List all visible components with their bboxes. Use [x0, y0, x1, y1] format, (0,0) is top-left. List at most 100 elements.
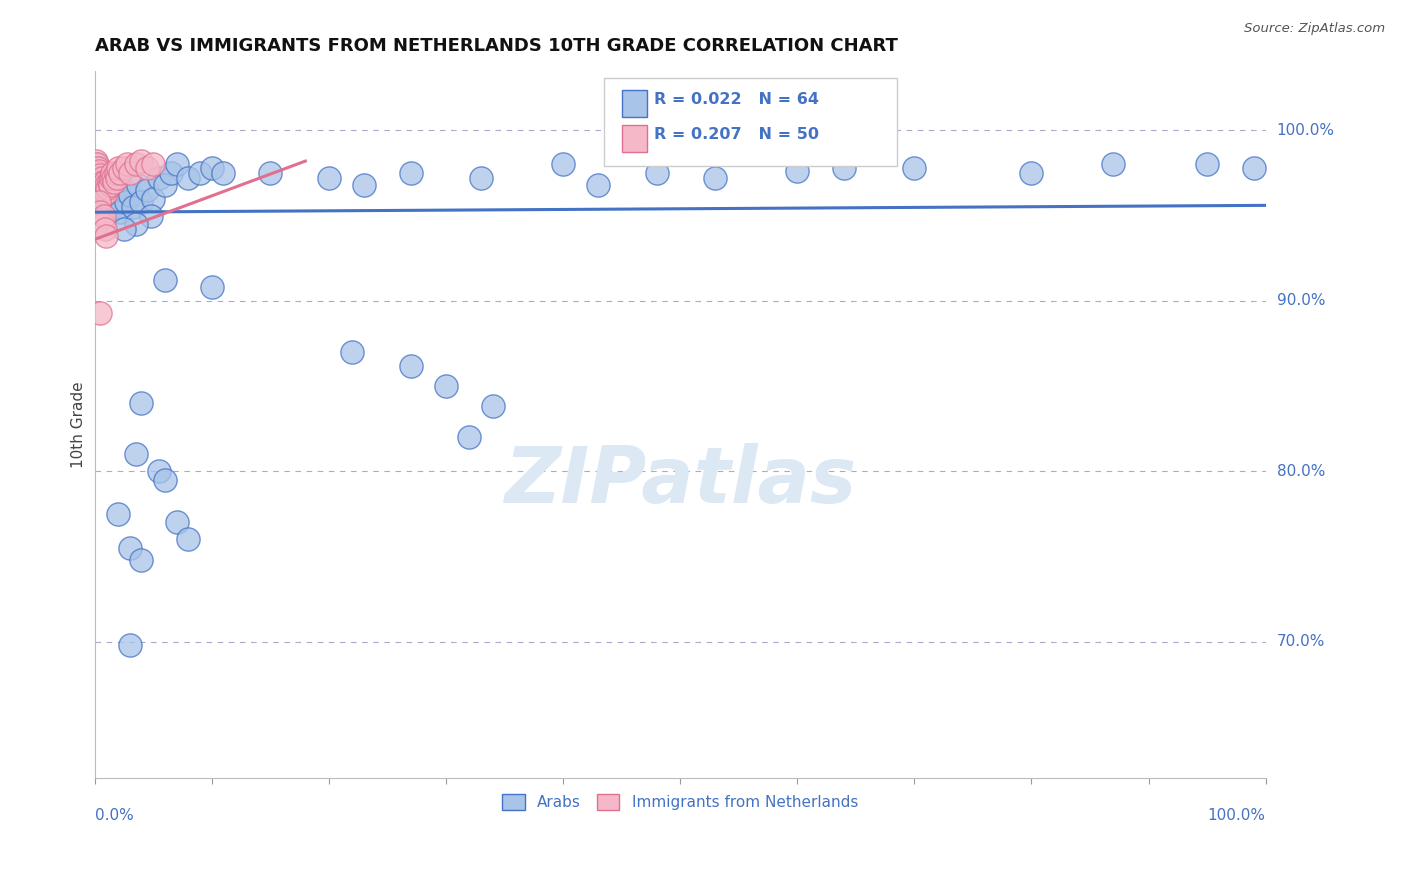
Point: [98, 200, 121, 214]
Point: [87, 174, 110, 188]
Point: [103, 188, 125, 202]
Point: [645, 166, 668, 180]
Text: ZIPatlas: ZIPatlas: [503, 443, 856, 519]
Point: [153, 273, 176, 287]
Point: [131, 154, 153, 169]
Point: [105, 200, 128, 214]
Point: [259, 166, 281, 180]
Bar: [621, 90, 647, 117]
Point: [93, 194, 115, 209]
Point: [139, 209, 162, 223]
Point: [1197, 157, 1219, 171]
Point: [103, 174, 125, 188]
Point: [86, 166, 108, 180]
Point: [107, 507, 129, 521]
Point: [105, 171, 128, 186]
Point: [201, 161, 224, 175]
Point: [90, 186, 112, 201]
Point: [177, 533, 200, 547]
Point: [84, 154, 107, 169]
Point: [124, 157, 146, 171]
Point: [318, 171, 340, 186]
Point: [94, 181, 117, 195]
Point: [112, 183, 135, 197]
Point: [87, 161, 110, 175]
Point: [94, 222, 117, 236]
Point: [131, 396, 153, 410]
Point: [470, 171, 492, 186]
Point: [122, 200, 145, 214]
Point: [142, 157, 165, 171]
Point: [212, 166, 235, 180]
Point: [97, 183, 120, 197]
Point: [136, 183, 159, 197]
Point: [188, 166, 211, 180]
Point: [96, 194, 118, 209]
Point: [832, 161, 855, 175]
Text: 80.0%: 80.0%: [1277, 464, 1324, 479]
Point: [91, 178, 114, 192]
Point: [110, 166, 132, 180]
Point: [96, 181, 118, 195]
Point: [89, 174, 111, 188]
Point: [89, 178, 111, 192]
Point: [481, 400, 503, 414]
Point: [107, 161, 129, 175]
Point: [399, 359, 422, 373]
Point: [103, 171, 125, 186]
Point: [101, 178, 124, 192]
Point: [93, 209, 115, 223]
Point: [118, 541, 141, 555]
Point: [124, 217, 146, 231]
Point: [148, 171, 170, 186]
Point: [89, 183, 111, 197]
Point: [104, 174, 127, 188]
Point: [89, 171, 111, 186]
Text: 100.0%: 100.0%: [1208, 808, 1265, 823]
FancyBboxPatch shape: [605, 78, 897, 166]
Point: [458, 430, 481, 444]
Point: [586, 178, 609, 192]
Point: [107, 183, 129, 197]
Point: [127, 178, 149, 192]
Point: [148, 464, 170, 478]
Point: [153, 473, 176, 487]
Point: [94, 183, 117, 197]
Point: [112, 222, 135, 236]
Point: [89, 306, 111, 320]
Point: [342, 345, 364, 359]
Text: Source: ZipAtlas.com: Source: ZipAtlas.com: [1244, 22, 1385, 36]
Point: [103, 194, 125, 209]
Text: 0.0%: 0.0%: [94, 808, 134, 823]
Point: [90, 186, 112, 201]
Point: [93, 178, 115, 192]
Point: [89, 205, 111, 219]
Point: [87, 166, 110, 180]
Point: [1102, 157, 1125, 171]
Point: [108, 194, 131, 209]
Point: [90, 178, 112, 192]
Point: [89, 171, 111, 186]
Text: R = 0.207   N = 50: R = 0.207 N = 50: [654, 127, 820, 142]
Point: [89, 166, 111, 180]
Point: [434, 379, 457, 393]
Point: [131, 194, 153, 209]
Point: [159, 166, 181, 180]
Point: [399, 166, 422, 180]
Point: [89, 183, 111, 197]
Text: 70.0%: 70.0%: [1277, 634, 1324, 649]
Point: [91, 181, 114, 195]
Point: [704, 171, 727, 186]
Point: [166, 157, 188, 171]
Point: [97, 174, 120, 188]
Point: [201, 280, 224, 294]
Point: [903, 161, 925, 175]
Point: [89, 168, 111, 182]
Point: [84, 157, 107, 171]
Point: [131, 553, 153, 567]
Point: [96, 229, 118, 244]
Point: [91, 174, 114, 188]
Point: [89, 164, 111, 178]
Point: [142, 192, 165, 206]
Point: [91, 192, 114, 206]
